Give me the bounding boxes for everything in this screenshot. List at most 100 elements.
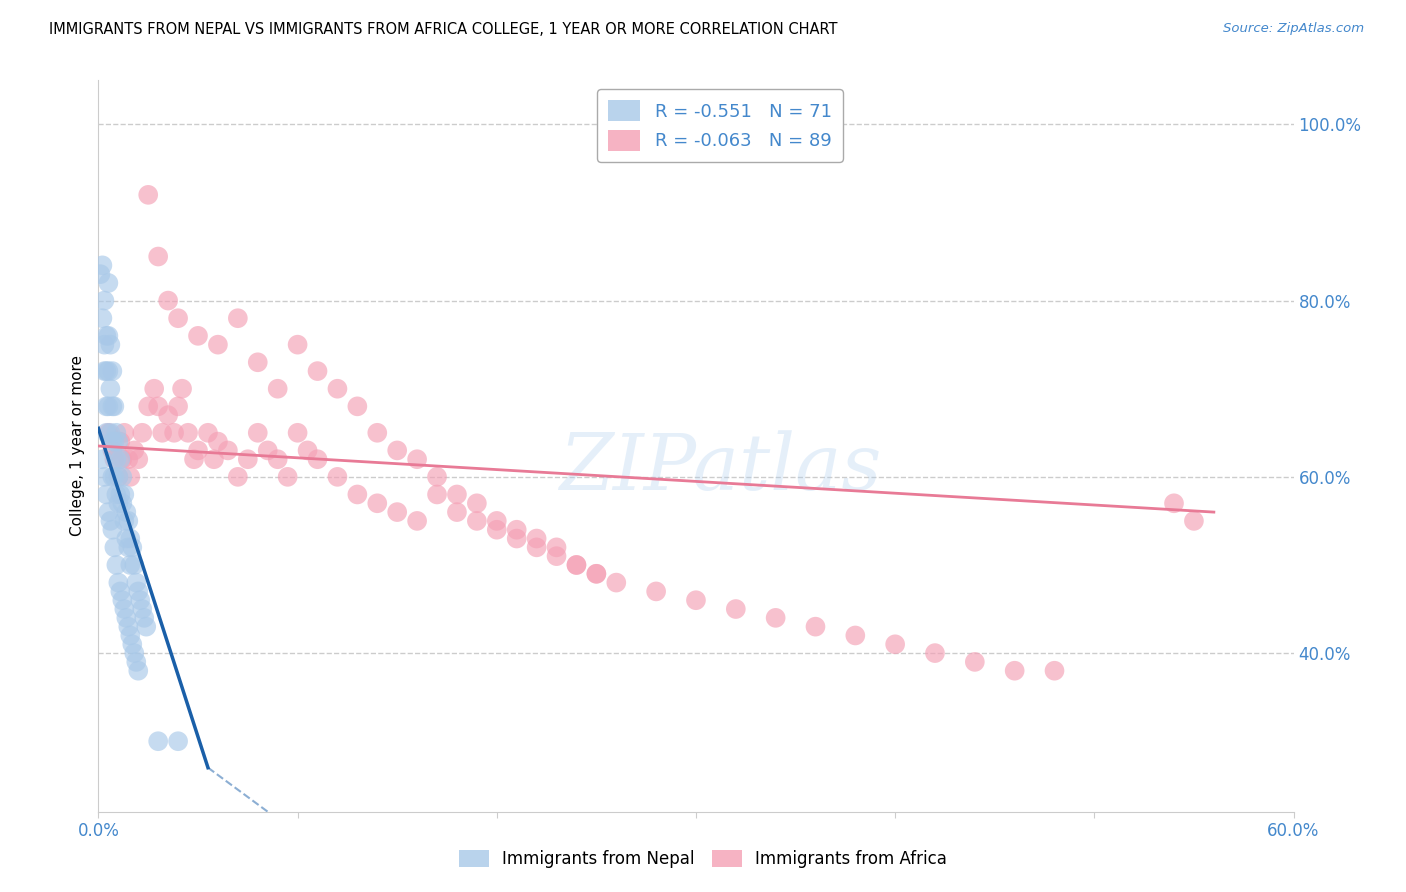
Point [526,541,548,555]
Point [111,452,134,467]
Point [97,276,120,290]
Point [97,364,120,378]
Point [110,487,132,501]
Point [121,637,143,651]
Point [465,514,488,528]
Point [546,549,568,563]
Point [112,514,135,528]
Point [107,470,129,484]
Point [804,620,827,634]
Point [217,443,239,458]
Point [112,425,135,440]
Point [197,425,219,440]
Point [167,400,190,414]
Point [93,337,115,351]
Point [346,400,368,414]
Point [163,425,186,440]
Point [93,470,115,484]
Point [120,532,142,546]
Point [148,400,170,414]
Point [207,434,229,449]
Point [107,496,129,510]
Point [157,408,180,422]
Point [485,523,508,537]
Point [98,425,122,440]
Point [187,329,209,343]
Point [125,655,148,669]
Point [167,311,190,326]
Text: Source: ZipAtlas.com: Source: ZipAtlas.com [1223,22,1364,36]
Point [307,364,329,378]
Point [135,620,157,634]
Point [1043,664,1066,678]
Point [236,452,259,467]
Point [111,496,134,510]
Point [111,470,134,484]
Point [526,532,548,546]
Point [101,400,124,414]
Point [844,628,866,642]
Point [107,470,129,484]
Point [585,566,607,581]
Point [346,487,368,501]
Point [267,382,290,396]
Point [98,382,122,396]
Point [172,382,194,396]
Point [924,646,946,660]
Point [110,452,132,467]
Point [89,267,111,281]
Point [107,434,129,449]
Point [103,470,125,484]
Point [143,382,166,396]
Point [131,425,153,440]
Point [366,496,388,510]
Point [124,646,146,660]
Point [98,514,122,528]
Point [103,400,125,414]
Y-axis label: College, 1 year or more: College, 1 year or more [69,356,84,536]
Point [150,425,173,440]
Point [131,602,153,616]
Point [565,558,588,572]
Point [136,187,159,202]
Point [297,443,319,458]
Legend: Immigrants from Nepal, Immigrants from Africa: Immigrants from Nepal, Immigrants from A… [453,843,953,875]
Point [117,452,139,467]
Point [103,452,125,467]
Point [91,258,114,272]
Point [963,655,986,669]
Point [93,293,115,308]
Point [148,250,170,264]
Point [157,293,180,308]
Point [485,514,508,528]
Point [385,443,409,458]
Point [117,620,139,634]
Point [546,541,568,555]
Point [506,532,529,546]
Point [110,584,132,599]
Point [117,514,139,528]
Point [134,611,156,625]
Point [148,734,170,748]
Point [97,505,120,519]
Point [426,470,449,484]
Point [506,523,529,537]
Point [101,523,124,537]
Point [124,443,146,458]
Point [307,452,329,467]
Point [1004,664,1026,678]
Point [105,487,128,501]
Point [127,452,149,467]
Point [685,593,707,607]
Point [121,541,143,555]
Point [112,487,135,501]
Point [107,575,129,590]
Point [125,575,148,590]
Point [96,425,118,440]
Point [287,425,309,440]
Point [465,496,488,510]
Point [110,434,132,449]
Point [96,400,118,414]
Point [287,337,309,351]
Point [226,470,249,484]
